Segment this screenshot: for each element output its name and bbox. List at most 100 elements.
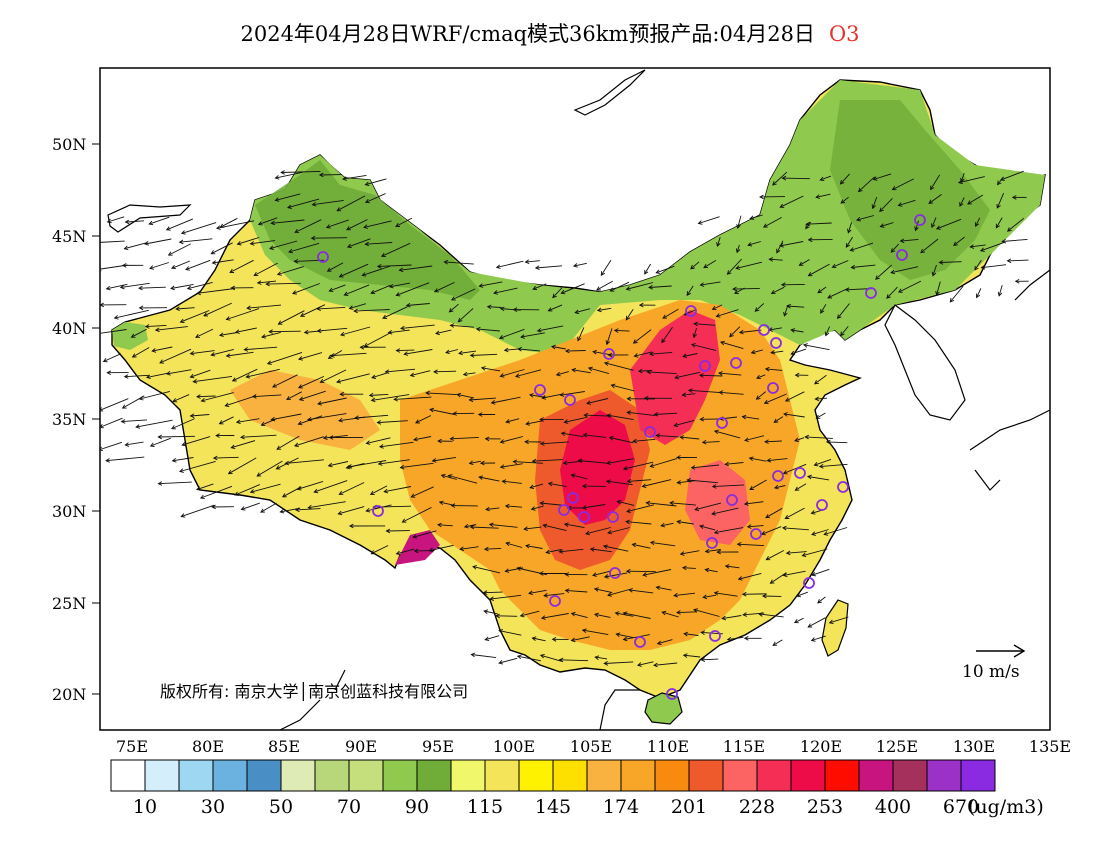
wind-arrowhead (690, 465, 696, 470)
wind-arrowhead (632, 339, 638, 344)
wind-arrowhead (953, 241, 958, 246)
wind-arrow (498, 657, 518, 664)
wind-arrowhead (774, 484, 779, 490)
wind-arrow (100, 240, 125, 243)
wind-arrow (656, 265, 675, 274)
wind-arrowhead (622, 636, 628, 642)
wind-arrow (450, 436, 479, 440)
wind-arrow (694, 323, 716, 326)
wind-arrowhead (694, 506, 700, 512)
wind-arrow (544, 593, 565, 597)
wind-arrowhead (844, 287, 850, 292)
wind-arrow (125, 441, 144, 446)
wind-arrow (682, 393, 696, 396)
wind-arrowhead (824, 331, 830, 337)
wind-arrowhead (802, 343, 808, 348)
wind-arrowhead (458, 350, 463, 356)
wind-arrow (735, 261, 763, 269)
wind-arrow (768, 327, 782, 331)
wind-arrowhead (819, 176, 825, 182)
wind-arrowhead (531, 458, 537, 464)
wind-arrowhead (157, 434, 163, 440)
station-marker (758, 324, 770, 336)
wind-arrow (607, 527, 630, 534)
wind-arrow (829, 616, 849, 624)
wind-arrowhead (742, 612, 747, 617)
wind-arrow (980, 242, 1004, 252)
station-marker (685, 305, 697, 317)
wind-arrowhead (279, 508, 285, 514)
wind-arrow (720, 341, 744, 350)
wind-arrow (228, 457, 257, 475)
wind-arrow (481, 367, 501, 372)
wind-arrow (770, 572, 787, 584)
wind-arrowhead (693, 608, 699, 613)
wind-arrowhead (815, 414, 821, 419)
wind-arrowhead (532, 285, 538, 291)
wind-arrowhead (339, 331, 345, 337)
wind-arrowhead (211, 260, 217, 265)
wind-arrow (791, 329, 804, 333)
wind-arrowhead (488, 522, 494, 528)
wind-arrow (617, 500, 635, 506)
wind-arrowhead (346, 226, 351, 231)
wind-arrow (336, 373, 370, 383)
wind-arrow (292, 283, 320, 295)
wind-arrowhead (165, 371, 171, 376)
wind-arrow (479, 476, 500, 482)
wind-arrow (826, 441, 848, 444)
wind-arrow (556, 371, 569, 376)
wind-arrow (201, 392, 234, 402)
wind-arrowhead (449, 436, 455, 441)
wind-arrow (680, 550, 700, 555)
wind-arrowhead (529, 484, 535, 490)
wind-arrowhead (646, 369, 652, 375)
wind-arrowhead (293, 259, 299, 264)
wind-arrowhead (702, 594, 708, 600)
wind-arrow (699, 525, 716, 531)
wind-arrow (172, 394, 190, 402)
wind-arrowhead (276, 445, 282, 450)
wind-arrowhead (938, 260, 944, 265)
wind-arrowhead (743, 501, 749, 506)
wind-arrow (286, 391, 302, 400)
wind-arrowhead (564, 588, 570, 593)
station-marker (567, 492, 579, 504)
wind-arrow (765, 507, 783, 519)
wind-arrowhead (480, 366, 486, 371)
wind-arrowhead (534, 265, 540, 271)
wind-arrow (515, 369, 542, 377)
station-marker (534, 384, 546, 396)
wind-arrow (307, 413, 347, 421)
station-marker (772, 470, 784, 482)
wind-arrowhead (428, 547, 434, 553)
wind-arrow (220, 217, 238, 228)
wind-arrow (410, 370, 431, 377)
wind-arrowhead (997, 291, 1003, 297)
wind-arrow (190, 369, 211, 378)
wind-arrow (484, 547, 502, 550)
wind-arrowhead (550, 344, 556, 350)
title-text: 2024年04月28日WRF/cmaq模式36km预报产品:04月28日 (240, 22, 815, 46)
wind-arrowhead (849, 247, 855, 252)
wind-arrow (805, 436, 833, 439)
station-marker (716, 417, 728, 429)
wind-arrow (578, 460, 610, 464)
wind-arrowhead (681, 565, 687, 571)
wind-arrow (606, 458, 634, 464)
wind-arrowhead (210, 250, 216, 255)
wind-arrow (448, 475, 478, 484)
wind-arrowhead (806, 474, 812, 480)
wind-arrowhead (200, 397, 206, 403)
wind-arrow (379, 441, 414, 448)
wind-arrowhead (409, 372, 415, 378)
wind-arrowhead (704, 548, 710, 554)
wind-arrow (820, 175, 832, 181)
wind-arrow (212, 259, 234, 264)
wind-arrowhead (516, 654, 522, 660)
wind-arrowhead (246, 305, 251, 311)
wind-arrowhead (764, 439, 769, 444)
wind-arrowhead (676, 480, 682, 485)
wind-arrowhead (586, 400, 592, 405)
wind-arrowhead (181, 441, 187, 447)
